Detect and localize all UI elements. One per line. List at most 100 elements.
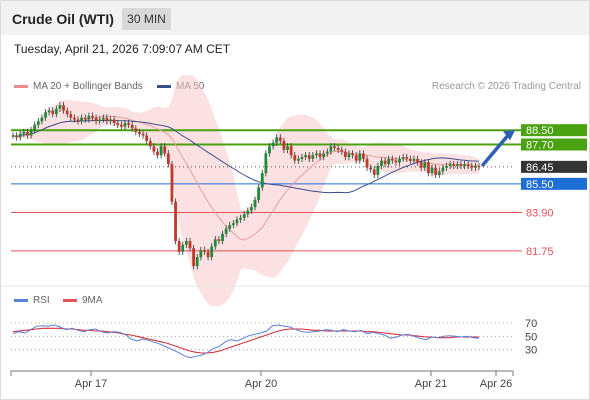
candle-body — [184, 241, 188, 245]
candle-body — [311, 155, 315, 159]
candle-body — [369, 167, 373, 170]
candle-body — [65, 110, 69, 115]
candle-body — [44, 112, 47, 118]
timeframe-button[interactable]: 30 MIN — [122, 8, 171, 30]
candle-body — [307, 155, 311, 159]
candle-body — [329, 146, 333, 152]
candle-body — [333, 146, 336, 149]
forecast-arrow-head — [503, 130, 515, 141]
candle-body — [459, 164, 463, 166]
candle-body — [304, 155, 308, 158]
candle-body — [33, 124, 37, 131]
rsi-tick-70: 70 — [525, 318, 537, 330]
candle-body — [347, 153, 351, 158]
candle-body — [362, 153, 365, 159]
candle-body — [29, 130, 33, 136]
candle-body — [325, 151, 329, 154]
candle-body — [466, 164, 470, 166]
candle-body — [170, 164, 174, 202]
candle-body — [445, 165, 448, 168]
candle-body — [427, 162, 430, 174]
candle-body — [275, 137, 279, 143]
price-tag-85.50 — [521, 177, 587, 190]
rsi-line — [12, 324, 480, 359]
bollinger-swatch-icon — [14, 84, 28, 88]
candle-body — [253, 199, 257, 208]
candle-body — [94, 117, 98, 122]
candle-body — [264, 153, 268, 174]
price-tag-86.45 — [521, 160, 587, 173]
candle-body — [119, 124, 123, 127]
candle-body — [116, 123, 120, 125]
candle-body — [163, 146, 167, 154]
candle-body — [203, 250, 206, 252]
bollinger-band — [13, 74, 479, 307]
timestamp: Tuesday, April 21, 2026 7:09:07 AM CET — [14, 42, 231, 56]
price-label-83.90: 83.90 — [526, 207, 554, 219]
candle-body — [246, 210, 250, 215]
candle-body — [390, 158, 394, 161]
candle-body — [260, 173, 264, 188]
candle-body — [340, 149, 344, 152]
candle-body — [452, 164, 456, 166]
candle-body — [210, 246, 214, 258]
x-tick-label: Apr 26 — [480, 378, 512, 390]
candle-body — [387, 158, 391, 165]
price-tag-text-87.70: 87.70 — [526, 140, 554, 152]
candle-body — [109, 119, 112, 122]
candle-body — [36, 121, 40, 125]
candle-body — [69, 114, 73, 118]
price-tag-text-85.50: 85.50 — [526, 179, 554, 191]
candle-body — [192, 248, 196, 267]
candle-body — [358, 153, 362, 161]
candle-body — [434, 167, 438, 175]
candle-body — [11, 135, 15, 137]
legend-bollinger-label: MA 20 + Bollinger Bands — [33, 81, 143, 92]
candle-body — [419, 162, 423, 168]
candle-body — [87, 115, 91, 120]
candle-body — [177, 241, 181, 252]
candle-body — [134, 128, 138, 132]
candle-body — [278, 137, 282, 141]
candle-body — [300, 157, 304, 159]
candle-body — [166, 153, 170, 165]
candle-body — [235, 219, 239, 224]
legend-9ma: 9MA — [63, 295, 103, 306]
candle-body — [47, 110, 51, 113]
candle-body — [470, 165, 474, 168]
candle-body — [282, 140, 286, 150]
legend-9ma-label: 9MA — [82, 295, 103, 306]
candle-body — [380, 160, 383, 166]
legend-rsi-label: RSI — [33, 295, 50, 306]
candle-body — [239, 217, 242, 220]
candle-body — [354, 155, 358, 161]
candle-body — [257, 187, 261, 200]
candle-body — [22, 131, 26, 134]
candle-body — [62, 105, 65, 111]
candle-body — [58, 105, 62, 109]
candle-body — [473, 165, 477, 168]
candle-body — [463, 164, 466, 166]
candle-body — [437, 171, 441, 175]
candle-body — [231, 223, 235, 225]
candle-body — [224, 228, 228, 234]
x-tick-label: Apr 20 — [245, 378, 277, 390]
rsi-tick-30: 30 — [525, 345, 537, 357]
candle-body — [152, 146, 156, 152]
candle-body — [250, 207, 253, 211]
candle-body — [15, 135, 19, 138]
candle-body — [159, 146, 163, 156]
forecast-arrow-shaft — [480, 133, 511, 168]
ma50-line — [12, 119, 480, 194]
candle-body — [217, 239, 221, 242]
candle-body — [289, 146, 293, 156]
candle-body — [26, 131, 29, 136]
candle-body — [242, 214, 246, 218]
ma50-swatch-icon — [157, 84, 171, 88]
rsi-swatch-icon — [14, 298, 28, 302]
candle-body — [455, 164, 459, 166]
candle-body — [73, 117, 76, 120]
candle-body — [138, 131, 141, 134]
candle-body — [394, 160, 398, 163]
